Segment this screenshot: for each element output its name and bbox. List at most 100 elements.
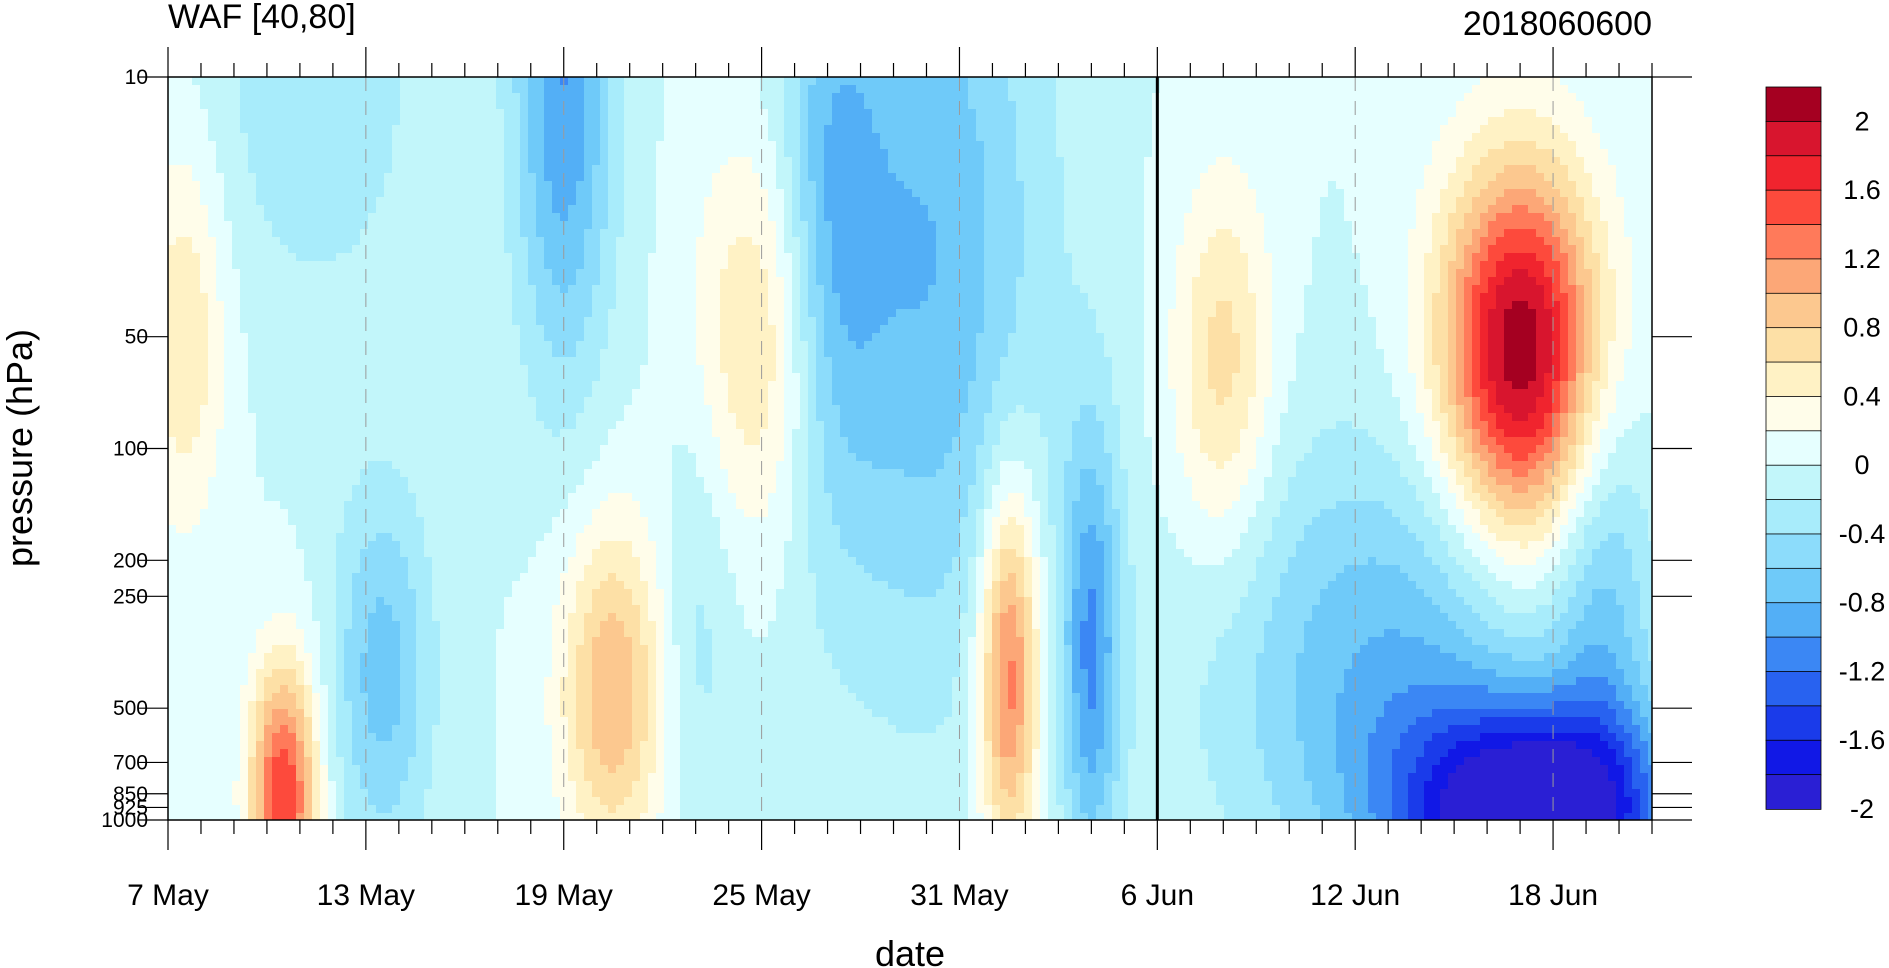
field-cell [320,277,329,286]
field-cell [464,101,473,110]
field-cell [1472,277,1481,286]
field-cell [1368,181,1377,190]
field-cell [488,141,497,150]
field-cell [192,189,201,198]
field-cell [376,245,385,254]
field-cell [168,205,177,214]
field-cell [504,133,513,142]
field-cell [536,205,545,214]
field-cell [1576,213,1585,222]
field-cell [1024,261,1033,270]
field-cell [608,213,617,222]
field-cell [1112,157,1121,166]
field-cell [784,109,793,118]
field-cell [1192,277,1201,286]
field-cell [544,125,553,134]
field-cell [1600,117,1609,126]
field-cell [232,117,241,126]
field-cell [280,253,289,262]
field-cell [1088,269,1097,278]
field-cell [976,221,985,230]
field-cell [1384,237,1393,246]
field-cell [1384,261,1393,270]
field-cell [288,277,297,286]
field-cell [1496,245,1505,254]
field-cell [1480,109,1489,118]
field-cell [480,205,489,214]
field-cell [1080,213,1089,222]
field-cell [512,237,521,246]
field-cell [736,109,745,118]
field-cell [592,285,601,294]
field-cell [712,205,721,214]
field-cell [256,237,265,246]
field-cell [984,117,993,126]
field-cell [456,165,465,174]
field-cell [1208,85,1217,94]
field-cell [1232,117,1241,126]
field-cell [288,93,297,102]
field-cell [392,253,401,262]
field-cell [416,189,425,198]
field-cell [624,245,633,254]
field-cell [1376,285,1385,294]
field-cell [560,85,569,94]
field-cell [1400,85,1409,94]
field-cell [1608,157,1617,166]
field-cell [1376,141,1385,150]
field-cell [1192,125,1201,134]
field-cell [400,269,409,278]
field-cell [896,93,905,102]
field-cell [512,197,521,206]
field-cell [1536,237,1545,246]
field-cell [312,229,321,238]
field-cell [1504,109,1513,118]
field-cell [1064,101,1073,110]
field-cell [1456,189,1465,198]
field-cell [680,221,689,230]
field-cell [1176,93,1185,102]
field-cell [1464,237,1473,246]
field-cell [1304,173,1313,182]
field-cell [888,117,897,126]
field-cell [784,197,793,206]
field-cell [1056,237,1065,246]
field-cell [344,237,353,246]
field-cell [1320,229,1329,238]
field-cell [1112,117,1121,126]
field-cell [344,269,353,278]
field-cell [424,181,433,190]
field-cell [1120,93,1129,102]
field-cell [408,173,417,182]
field-cell [1256,77,1265,86]
field-cell [400,109,409,118]
field-cell [1168,189,1177,198]
field-cell [976,109,985,118]
field-cell [712,117,721,126]
field-cell [864,261,873,270]
field-cell [384,85,393,94]
field-cell [960,117,969,126]
field-cell [856,109,865,118]
field-cell [496,229,505,238]
field-cell [1608,245,1617,254]
field-cell [656,181,665,190]
field-cell [552,213,561,222]
field-cell [712,85,721,94]
field-cell [1320,117,1329,126]
field-cell [1432,285,1441,294]
field-cell [528,117,537,126]
field-cell [864,269,873,278]
field-cell [1040,221,1049,230]
field-cell [1488,93,1497,102]
field-cell [904,205,913,214]
field-cell [392,149,401,158]
field-cell [920,109,929,118]
field-cell [472,253,481,262]
field-cell [712,197,721,206]
field-cell [336,277,345,286]
field-cell [944,253,953,262]
field-cell [1336,141,1345,150]
field-cell [1512,149,1521,158]
field-cell [816,93,825,102]
